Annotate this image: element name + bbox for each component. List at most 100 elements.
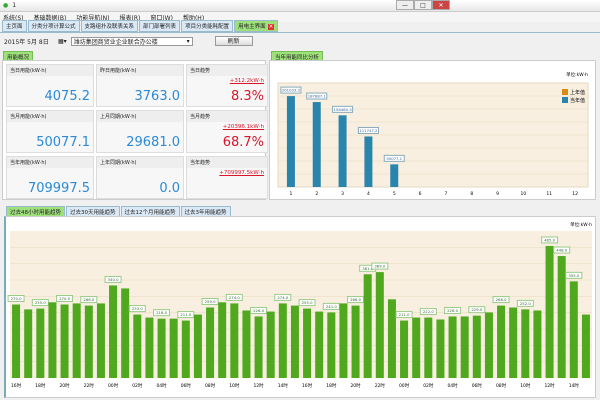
stat-label: 昨日用能(kW·h) xyxy=(97,65,183,76)
stat-delta[interactable]: +20396.1kW·h xyxy=(222,124,264,130)
bar xyxy=(351,305,360,378)
menu-system[interactable]: 系统(S) xyxy=(3,14,24,22)
x-tick-label: 4 xyxy=(367,191,370,197)
minimize-button[interactable]: — xyxy=(396,0,414,10)
data-label: 266.0 xyxy=(496,297,507,302)
tab-power-main[interactable]: 用电主界面 ✕ xyxy=(234,20,279,32)
data-label: 485.0 xyxy=(544,237,555,242)
chevron-down-icon: ▾ xyxy=(186,37,190,45)
bar xyxy=(364,136,373,187)
tab-config[interactable]: 项目分类能耗配置 xyxy=(181,20,234,32)
stat-delta[interactable]: +312.2kW·h xyxy=(229,78,264,84)
x-tick-label: 12时 xyxy=(544,382,555,389)
calendar-icon[interactable]: ▦▾ xyxy=(58,37,67,45)
bar xyxy=(327,312,336,378)
window-title: 1 xyxy=(12,2,17,9)
data-label: 340.0 xyxy=(108,277,119,282)
x-tick-label: 14时 xyxy=(569,382,580,389)
x-tick-label: 11 xyxy=(546,191,552,197)
x-tick-label: 14时 xyxy=(278,382,289,389)
menu-help[interactable]: 帮助(H) xyxy=(182,14,205,22)
bar xyxy=(312,102,321,187)
x-tick-label: 16时 xyxy=(11,382,22,389)
bar xyxy=(193,314,202,378)
tab-home[interactable]: 主页面 xyxy=(2,20,27,32)
data-label-box xyxy=(280,86,302,94)
bar xyxy=(109,285,118,378)
tab-departments[interactable]: 部门部署列表 xyxy=(139,20,181,32)
bar xyxy=(48,302,57,378)
data-label: 381.0 xyxy=(362,266,373,271)
x-tick-label: 04时 xyxy=(447,382,458,389)
data-label-box xyxy=(332,105,354,113)
trend-chart-panel: 单位:kW·h 270.0 16时 255.0 18时 270.0 20时 266.0 22时 3… xyxy=(4,216,596,398)
bar xyxy=(218,302,227,378)
data-label: 211.0 xyxy=(180,312,191,317)
x-tick-label: 02时 xyxy=(423,382,434,389)
x-tick-label: 00时 xyxy=(399,382,410,389)
bar xyxy=(286,96,295,187)
data-label: 187887.1 xyxy=(308,94,327,99)
tab-topology[interactable]: 支路组扑及联表关系 xyxy=(80,20,139,32)
unit-label: 单位:kW·h xyxy=(570,221,592,228)
x-tick-label: 6 xyxy=(419,191,422,197)
stat-delta[interactable]: +709997.5kW·h xyxy=(219,170,264,176)
legend-swatch xyxy=(562,89,568,95)
stat-card: 当日趋势 +312.2kW·h 8.3% xyxy=(186,64,268,107)
data-label-box xyxy=(371,262,389,270)
tab-formula[interactable]: 分类分项计算公式 xyxy=(27,20,80,32)
trend-chart: 单位:kW·h 270.0 16时 255.0 18时 270.0 20时 266.0 22时 3… xyxy=(7,221,592,389)
bar xyxy=(278,303,287,378)
bar xyxy=(60,304,69,378)
refresh-button[interactable]: 刷新 xyxy=(214,36,253,46)
x-tick-label: 18时 xyxy=(35,382,46,389)
stat-value: 4075.2 xyxy=(44,89,91,104)
stat-value: 8.3% xyxy=(230,89,264,104)
x-tick-label: 10时 xyxy=(520,382,531,389)
maximize-button[interactable]: □ xyxy=(414,0,432,10)
menu-base-data[interactable]: 基础数据(B) xyxy=(33,14,67,22)
data-label-box xyxy=(225,293,243,301)
bar xyxy=(484,312,493,378)
bar xyxy=(521,309,530,378)
bar xyxy=(242,310,251,378)
date-picker[interactable]: 2015年 5月 8日 xyxy=(4,38,49,46)
data-label: 274.0 xyxy=(229,295,240,300)
building-select[interactable]: 潍坊集团商贸业企业联合办公楼 ▾ xyxy=(70,36,193,46)
data-label-box xyxy=(56,295,74,302)
close-button[interactable]: ✕ xyxy=(432,0,450,10)
bar xyxy=(412,317,421,378)
bar xyxy=(157,318,166,378)
bar xyxy=(254,316,263,378)
data-label-box xyxy=(322,302,340,310)
data-label-box xyxy=(357,126,379,134)
stat-label: 当年趋势 xyxy=(187,157,267,168)
stat-value: 50077.1 xyxy=(36,135,90,150)
tab-label: 用电主界面 xyxy=(238,24,266,30)
legend-label: 上年值 xyxy=(570,89,585,96)
x-tick-label: 12时 xyxy=(253,382,264,389)
data-label-box xyxy=(541,236,559,244)
data-label: 226.0 xyxy=(253,308,264,313)
x-tick-label: 02时 xyxy=(132,382,143,389)
data-label-box xyxy=(250,306,268,314)
stat-label: 当月趋势 xyxy=(187,111,267,122)
menu-navigation[interactable]: 功能导航(N) xyxy=(76,14,110,22)
app-icon: ● xyxy=(3,2,9,9)
data-label: 448.0 xyxy=(556,248,567,253)
data-label: 270.0 xyxy=(11,296,22,301)
data-label-box xyxy=(104,275,122,283)
x-tick-label: 3 xyxy=(341,191,344,197)
menu-report[interactable]: 报表(R) xyxy=(119,14,141,22)
bar xyxy=(390,164,399,187)
stat-value: 709997.5 xyxy=(27,181,90,196)
bar xyxy=(545,245,554,378)
title-bar: ● 1 xyxy=(0,0,600,12)
stat-label: 当年用能(kW·h) xyxy=(7,157,93,168)
data-label-box xyxy=(347,296,365,304)
menu-window[interactable]: 窗口(W) xyxy=(150,14,173,22)
stat-label: 上月同期(kW·h) xyxy=(97,111,183,122)
stat-card: 昨日用能(kW·h) 3763.0 xyxy=(96,64,184,107)
tab-close-icon[interactable]: ✕ xyxy=(267,24,275,30)
data-label: 255.0 xyxy=(302,300,313,305)
